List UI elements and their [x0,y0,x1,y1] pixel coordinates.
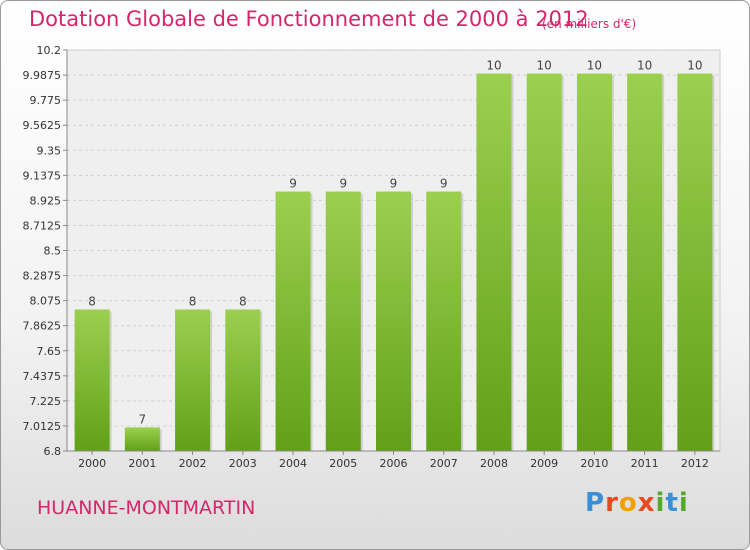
x-tick-label: 2004 [279,457,307,470]
y-tick-label: 6.8 [44,445,62,458]
bar-value-label: 9 [390,177,398,191]
bar [426,191,462,451]
bar [225,309,261,451]
x-tick-label: 2003 [229,457,257,470]
x-tick-label: 2001 [128,457,156,470]
y-tick-label: 8.925 [30,194,62,207]
x-tick-label: 2006 [380,457,408,470]
bar-value-label: 8 [88,294,96,308]
bar [175,309,211,451]
bar-value-label: 9 [339,177,347,191]
y-axis: 10.2 9.9875 9.775 9.5625 9.35 9.1375 8.925 8.71… [23,44,68,458]
bar-value-label: 10 [587,59,602,73]
chart-title: Dotation Globale de Fonctionnement de 20… [29,7,589,31]
y-tick-label: 7.4375 [23,370,62,383]
bar [627,73,663,452]
bar [677,73,713,452]
y-tick-label: 10.2 [37,44,62,57]
x-tick-label: 2005 [329,457,357,470]
bar-value-label: 8 [239,294,247,308]
x-tick-label: 2010 [580,457,608,470]
x-tick-label: 2009 [530,457,558,470]
x-tick-label: 2007 [430,457,458,470]
logo-letter: i [655,488,666,518]
y-tick-label: 7.65 [37,345,62,358]
y-tick-label: 9.35 [37,144,62,157]
chart-subtitle: (en milliers d'€) [542,17,637,31]
bar-value-label: 10 [537,59,552,73]
logo-letter: P [585,488,606,518]
y-tick-label: 7.225 [30,395,62,408]
bar-value-label: 10 [486,59,501,73]
x-tick-label: 2011 [631,457,659,470]
bar [275,191,311,451]
y-tick-label: 8.5 [44,245,62,258]
logo-letter: o [618,488,638,518]
logo-letter: i [678,488,689,518]
bar-value-label: 9 [440,177,448,191]
bar-value-label: 10 [637,59,652,73]
y-tick-label: 9.5625 [23,119,62,132]
x-tick-label: 2012 [681,457,709,470]
bar-value-label: 10 [687,59,702,73]
bar [526,73,562,452]
y-tick-label: 9.775 [30,94,62,107]
bar-value-label: 7 [139,412,147,426]
logo-letter: t [665,488,679,518]
bar [576,73,612,452]
bar-value-label: 9 [289,177,297,191]
bar [74,309,110,451]
bar [124,427,160,451]
y-tick-label: 9.1375 [23,169,62,182]
y-tick-label: 7.0125 [23,420,62,433]
y-tick-label: 8.2875 [23,270,62,283]
bar [325,191,361,451]
x-tick-label: 2008 [480,457,508,470]
proxiti-logo: Proxiti [585,488,689,518]
x-tick-label: 2002 [179,457,207,470]
x-tick-label: 2000 [78,457,106,470]
x-axis: 2000 2001 2002 2003 2004 2005 2006 2007 2008 2009… [67,450,720,470]
y-tick-label: 9.9875 [23,69,62,82]
y-tick-label: 8.7125 [23,219,62,232]
y-tick-label: 8.075 [30,295,62,308]
bar [476,73,512,452]
place-name: HUANNE-MONTMARTIN [37,497,256,519]
logo-letter: r [605,488,619,518]
bars: 8 7 8 8 9 9 9 9 10 10 10 10 10 [74,59,715,452]
bar [376,191,411,451]
y-tick-label: 7.8625 [23,320,62,333]
logo-letter: x [637,488,656,518]
bar-value-label: 8 [189,294,197,308]
